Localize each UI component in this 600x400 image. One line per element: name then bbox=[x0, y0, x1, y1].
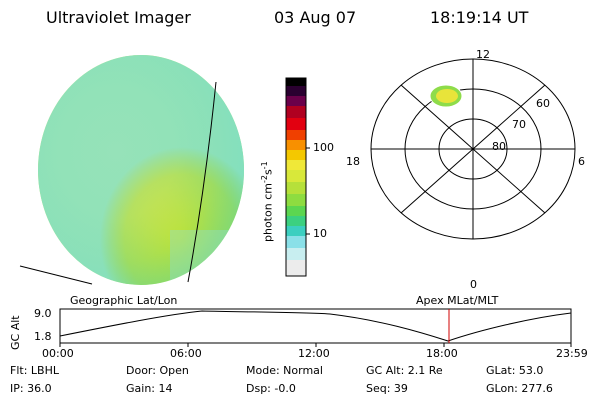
date-label: 03 Aug 07 bbox=[274, 8, 357, 27]
gc-alt-axis-label: GC Alt bbox=[9, 315, 22, 350]
unit-exp2: -1 bbox=[260, 161, 269, 170]
seq-info: Seq: 39 bbox=[366, 382, 408, 395]
unit-exp1: -2 bbox=[260, 175, 269, 184]
y-tick-9: 9.0 bbox=[34, 307, 52, 320]
x-tick-2359: 23:59 bbox=[556, 347, 588, 360]
mlat-60-label: 60 bbox=[536, 97, 550, 110]
glat-info: GLat: 53.0 bbox=[486, 364, 544, 377]
x-tick-0600: 06:00 bbox=[170, 347, 202, 360]
altitude-timeline-plot bbox=[59, 308, 572, 347]
color-scale-bar bbox=[285, 77, 310, 277]
colorbar-unit-label: photon cm-2s-1 bbox=[260, 161, 275, 242]
mlt-12-label: 12 bbox=[476, 48, 490, 61]
mlt-6-label: 6 bbox=[578, 155, 585, 168]
mlat-80-label: 80 bbox=[492, 140, 506, 153]
horizon-line bbox=[19, 265, 93, 285]
unit-main: photon cm bbox=[261, 183, 275, 242]
x-tick-1200: 12:00 bbox=[298, 347, 330, 360]
door-info: Door: Open bbox=[126, 364, 189, 377]
colorbar-tick-100: 100 bbox=[313, 141, 334, 154]
mlat-70-label: 70 bbox=[512, 118, 526, 131]
terminator-line bbox=[187, 81, 217, 283]
geographic-title: Geographic Lat/Lon bbox=[70, 294, 178, 307]
filter-info: Flt: LBHL bbox=[10, 364, 59, 377]
colorbar-tick-10: 10 bbox=[313, 227, 327, 240]
time-label: 18:19:14 UT bbox=[430, 8, 529, 27]
instrument-title: Ultraviolet Imager bbox=[46, 8, 191, 27]
dsp-info: Dsp: -0.0 bbox=[246, 382, 296, 395]
y-tick-1-8: 1.8 bbox=[34, 330, 52, 343]
mode-info: Mode: Normal bbox=[246, 364, 323, 377]
altitude-curve bbox=[59, 310, 572, 342]
glon-info: GLon: 277.6 bbox=[486, 382, 553, 395]
unit-s: s bbox=[261, 169, 275, 176]
auroral-spot bbox=[429, 84, 463, 108]
ip-info: IP: 36.0 bbox=[10, 382, 52, 395]
apex-title: Apex MLat/MLT bbox=[416, 294, 499, 307]
gain-info: Gain: 14 bbox=[126, 382, 173, 395]
mlt-0-label: 0 bbox=[470, 278, 477, 291]
polar-plot bbox=[370, 58, 576, 240]
x-tick-0000: 00:00 bbox=[42, 347, 74, 360]
x-tick-1800: 18:00 bbox=[426, 347, 458, 360]
mlt-18-label: 18 bbox=[346, 155, 360, 168]
earth-disk bbox=[38, 55, 244, 285]
gc-alt-info: GC Alt: 2.1 Re bbox=[366, 364, 443, 377]
